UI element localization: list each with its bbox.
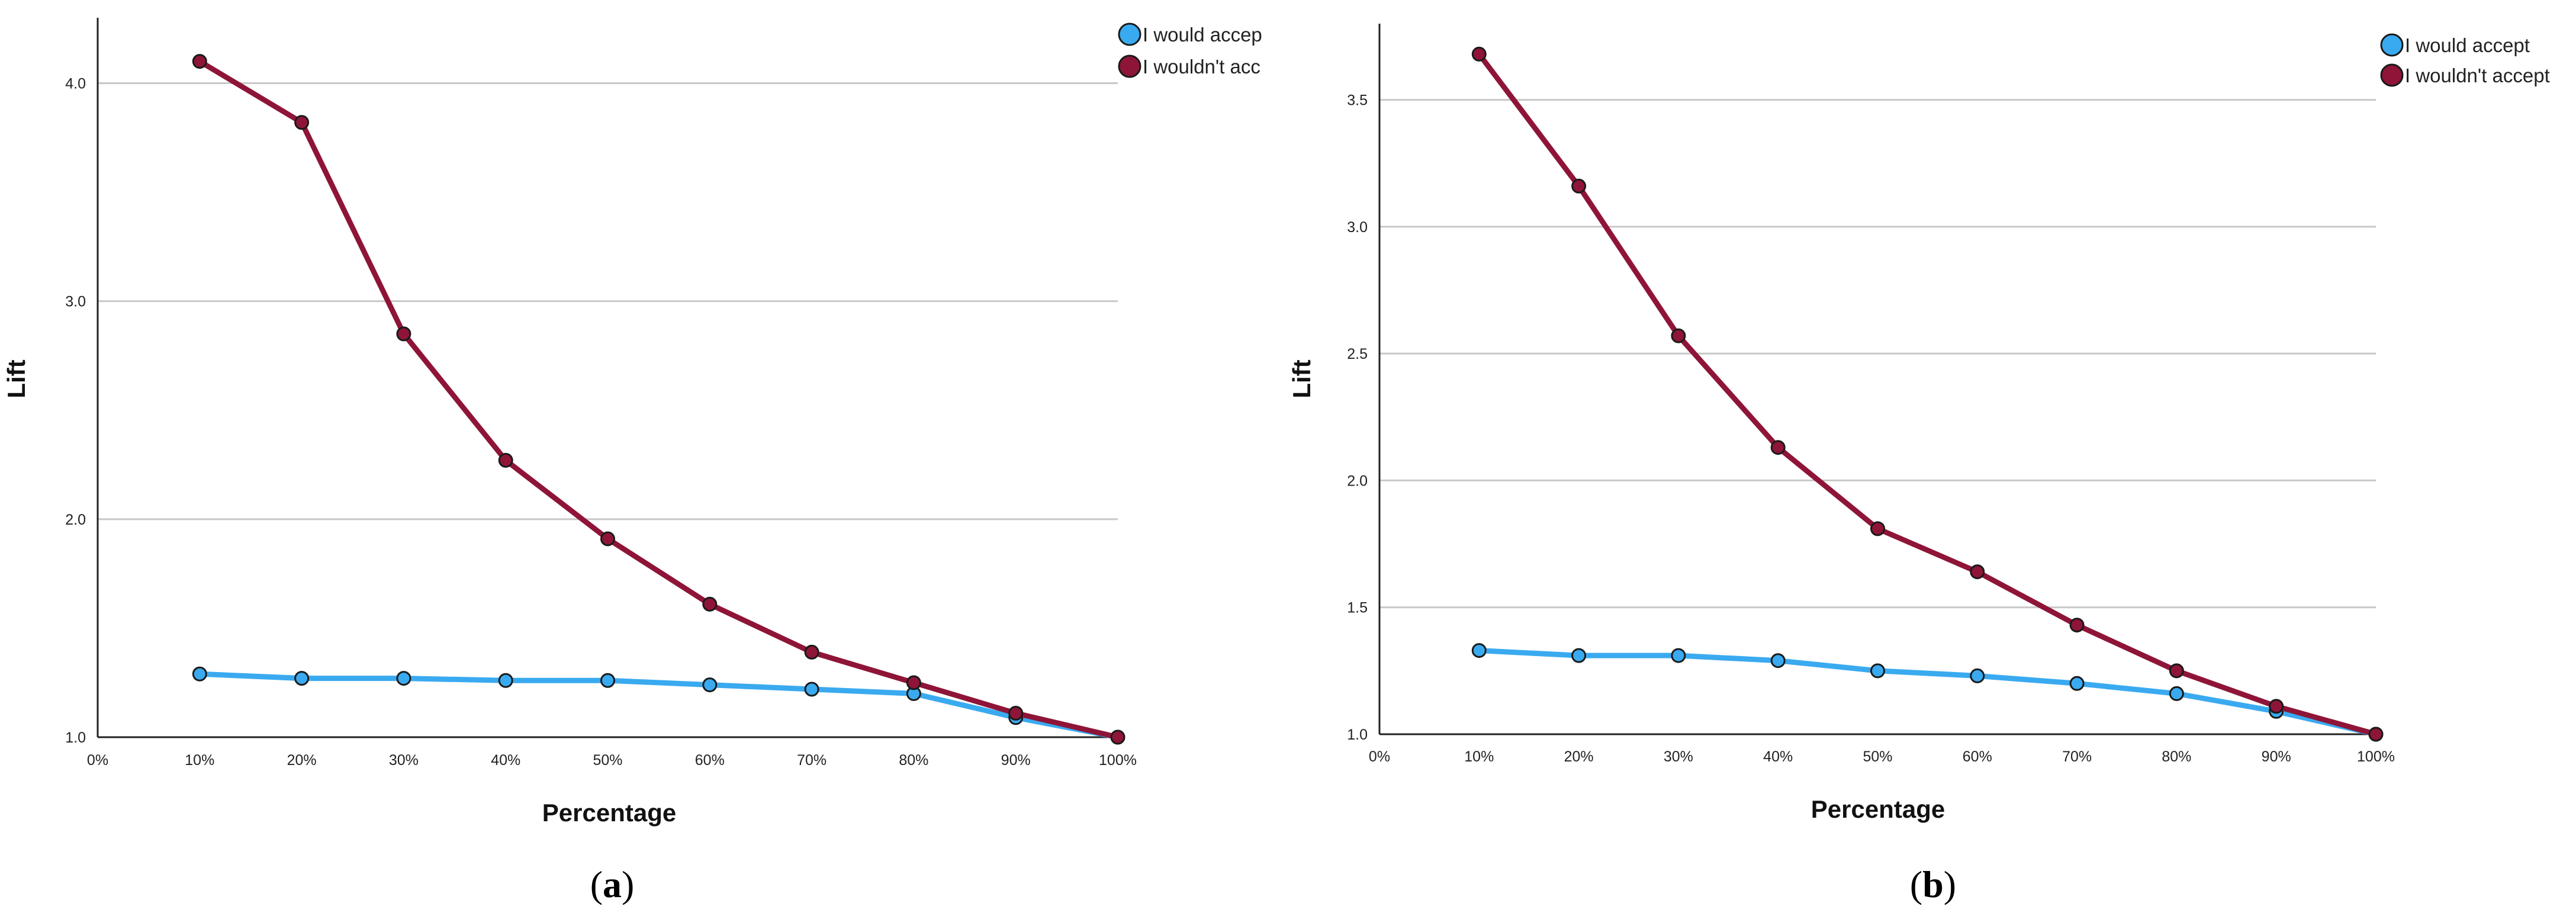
data-point-wouldnt-accept <box>1471 46 1487 62</box>
legend: I would accept I wouldn't accept <box>2380 33 2550 87</box>
x-tick-label: 50% <box>593 752 622 769</box>
y-axis-title: Lift <box>1288 359 1316 398</box>
data-point-wouldnt-accept <box>2269 699 2284 714</box>
data-point-would-accept <box>1571 648 1587 663</box>
data-point-wouldnt-accept <box>906 675 921 690</box>
x-tick-label: 40% <box>491 752 520 769</box>
x-tick-label: 10% <box>185 752 214 769</box>
x-tick-label: 20% <box>287 752 317 769</box>
y-tick-label: 4.0 <box>65 75 86 92</box>
x-tick-label: 100% <box>1099 752 1137 769</box>
caption-b-open: ( <box>1910 863 1922 905</box>
data-point-would-accept <box>1671 648 1686 663</box>
x-tick-label: 10% <box>1464 748 1494 765</box>
x-tick-label: 30% <box>389 752 419 769</box>
x-tick-label: 80% <box>2162 748 2191 765</box>
caption-b-close: ) <box>1944 863 1956 905</box>
x-tick-label: 50% <box>1863 748 1892 765</box>
legend-marker-icon <box>2380 33 2404 57</box>
caption-b-letter: b <box>1922 863 1944 905</box>
y-tick-label: 2.5 <box>1347 346 1368 362</box>
data-point-would-accept <box>1970 668 1985 683</box>
data-point-wouldnt-accept <box>192 54 207 69</box>
x-tick-label: 0% <box>87 752 108 769</box>
data-point-would-accept <box>702 677 718 693</box>
data-point-wouldnt-accept <box>396 326 411 342</box>
data-point-wouldnt-accept <box>1110 729 1125 745</box>
series-line-would-accept <box>1476 648 2379 737</box>
y-tick-label: 3.0 <box>65 294 86 310</box>
data-point-wouldnt-accept <box>600 531 615 547</box>
data-point-would-accept <box>804 682 819 697</box>
caption-a-open: ( <box>590 863 603 905</box>
data-point-wouldnt-accept <box>804 644 819 660</box>
y-tick-label: 1.0 <box>1347 727 1368 743</box>
data-point-wouldnt-accept <box>2368 727 2384 742</box>
caption-a-close: ) <box>622 863 634 905</box>
legend-label: I wouldn't accept <box>2405 65 2550 86</box>
x-tick-label: 70% <box>797 752 826 769</box>
chart-panel-b: 1.0 1.5 2.0 2.5 3.0 3.5 0% 10% 20% 30% 40% 50% 60% 70… <box>1288 24 2550 823</box>
x-tick-label: 60% <box>1963 748 1992 765</box>
x-tick-label: 30% <box>1664 748 1693 765</box>
x-tick-label: 100% <box>2357 748 2395 765</box>
legend: I would accep I wouldn't acc <box>1118 23 1262 78</box>
data-point-wouldnt-accept <box>1770 440 1786 455</box>
data-point-wouldnt-accept <box>1870 521 1885 536</box>
chart-panel-a: 1.0 2.0 3.0 4.0 0% 10% 20% 30% 40% 50% 60% 70% 80% 90… <box>2 18 1262 827</box>
data-point-would-accept <box>498 673 513 688</box>
data-point-wouldnt-accept <box>498 452 513 468</box>
series-line-wouldnt-accept <box>1476 51 2379 737</box>
y-tick-label: 1.5 <box>1347 600 1368 616</box>
caption-a-letter: a <box>603 863 622 905</box>
data-point-would-accept <box>294 671 310 686</box>
x-tick-label: 70% <box>2062 748 2092 765</box>
y-tick-label: 2.0 <box>1347 473 1368 489</box>
data-point-would-accept <box>2069 676 2085 691</box>
x-tick-label: 20% <box>1564 748 1594 765</box>
series-line-would-accept <box>197 671 1121 740</box>
y-tick-label: 2.0 <box>65 512 86 528</box>
caption-a: (a) <box>590 863 635 905</box>
data-point-wouldnt-accept <box>1970 564 1985 580</box>
data-point-would-accept <box>1870 663 1885 679</box>
data-point-would-accept <box>1471 643 1487 658</box>
legend-marker-icon <box>1118 54 1141 78</box>
data-point-wouldnt-accept <box>2169 663 2184 679</box>
data-point-wouldnt-accept <box>1671 328 1686 343</box>
y-tick-label: 3.5 <box>1347 92 1368 109</box>
y-axis-title: Lift <box>2 359 30 398</box>
legend-marker-icon <box>2380 63 2404 87</box>
data-point-wouldnt-accept <box>294 115 310 130</box>
data-point-would-accept <box>396 671 411 686</box>
data-point-wouldnt-accept <box>1571 178 1587 194</box>
legend-label: I would accep <box>1143 24 1262 46</box>
data-point-would-accept <box>2169 686 2184 701</box>
x-axis-title: Percentage <box>542 799 676 827</box>
legend-label: I wouldn't acc <box>1143 56 1260 78</box>
x-tick-label: 40% <box>1763 748 1793 765</box>
y-tick-label: 3.0 <box>1347 219 1368 236</box>
legend-label: I would accept <box>2405 34 2530 56</box>
y-tick-label: 1.0 <box>65 729 86 746</box>
legend-marker-icon <box>1118 23 1141 46</box>
data-point-wouldnt-accept <box>2069 618 2085 633</box>
data-point-wouldnt-accept <box>1008 706 1024 721</box>
x-tick-label: 90% <box>2262 748 2291 765</box>
x-tick-label: 0% <box>1369 748 1390 765</box>
x-axis-title: Percentage <box>1811 795 1945 823</box>
data-point-would-accept <box>1770 653 1786 668</box>
x-tick-label: 60% <box>695 752 725 769</box>
caption-b: (b) <box>1910 863 1956 905</box>
data-point-wouldnt-accept <box>702 596 718 612</box>
data-point-would-accept <box>192 666 207 682</box>
data-point-would-accept <box>600 673 615 688</box>
x-tick-label: 90% <box>1001 752 1031 769</box>
x-tick-label: 80% <box>899 752 928 769</box>
series-line-wouldnt-accept <box>197 59 1121 740</box>
